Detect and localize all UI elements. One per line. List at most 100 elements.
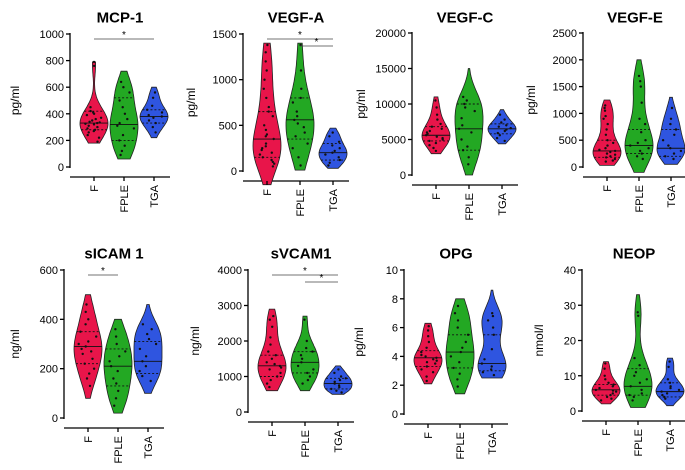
violin-fple	[103, 318, 133, 414]
panel-mcp-1: MCP-1 pg/ml 0 200 400 600 800 1000 F FPLE TGA *	[8, 9, 170, 213]
data-point	[261, 156, 264, 159]
data-point	[434, 149, 438, 153]
data-point	[335, 389, 338, 392]
data-point	[636, 141, 639, 145]
violin-body	[139, 86, 169, 139]
data-point	[606, 139, 609, 142]
data-point	[426, 329, 430, 332]
data-point	[88, 372, 91, 375]
data-point	[308, 375, 312, 378]
data-point	[303, 318, 306, 321]
data-point	[505, 128, 508, 131]
data-point	[481, 371, 485, 374]
violin-f	[413, 322, 443, 385]
data-point	[271, 115, 274, 118]
data-point	[115, 342, 118, 346]
data-point	[609, 393, 612, 397]
data-point	[610, 397, 613, 400]
data-point	[428, 144, 431, 147]
data-point	[434, 362, 437, 365]
data-point	[333, 382, 336, 385]
data-point	[490, 365, 493, 368]
chart-title: VEGF-C	[437, 9, 494, 26]
data-point	[661, 139, 665, 142]
violin-tga	[477, 289, 507, 379]
data-point	[300, 357, 304, 360]
panel-neop: NEOP nmol/l 0 10 20 30 40 F FPLE TGA	[532, 245, 685, 457]
data-point	[296, 122, 299, 125]
violin-tga	[487, 109, 517, 145]
data-point	[89, 106, 92, 109]
data-point	[456, 326, 459, 329]
data-point	[661, 393, 664, 397]
data-point	[456, 378, 459, 381]
chart-title: MCP-1	[97, 9, 144, 26]
data-point	[160, 111, 164, 114]
data-point	[84, 323, 87, 326]
data-point	[603, 106, 606, 110]
data-point	[640, 101, 643, 104]
data-point	[144, 365, 148, 368]
data-point	[92, 367, 96, 370]
data-point	[83, 362, 86, 365]
data-point	[427, 335, 430, 338]
chart-title: sVCAM1	[271, 245, 332, 262]
y-tick-label: 20	[564, 336, 576, 348]
data-point	[497, 125, 500, 128]
data-point	[663, 395, 666, 399]
data-point	[263, 78, 266, 81]
violin-f	[257, 308, 287, 392]
y-tick-label: 10000	[375, 99, 406, 111]
data-point	[439, 122, 442, 126]
data-point	[607, 381, 610, 384]
y-tick-label: 15000	[375, 64, 406, 76]
data-point	[425, 379, 428, 383]
data-point	[86, 133, 89, 137]
data-point	[154, 131, 157, 134]
data-point	[638, 381, 642, 384]
data-point	[435, 113, 439, 116]
data-point	[668, 381, 672, 384]
violin-body	[318, 127, 348, 169]
data-point	[119, 80, 123, 84]
data-point	[333, 371, 336, 375]
data-point	[147, 113, 150, 117]
violin-body	[445, 298, 475, 395]
x-tick-label: F	[83, 436, 95, 443]
data-point	[331, 131, 334, 134]
data-point	[96, 125, 99, 129]
data-point	[123, 112, 127, 116]
x-tick-label: TGA	[487, 431, 499, 454]
data-point	[85, 113, 89, 117]
data-point	[644, 139, 647, 142]
data-point	[265, 133, 269, 136]
data-point	[673, 133, 676, 136]
data-point	[465, 99, 468, 102]
data-point	[299, 96, 302, 100]
data-point	[138, 347, 142, 351]
data-point	[149, 379, 152, 383]
data-point	[640, 392, 643, 395]
data-point	[425, 361, 429, 364]
data-point	[604, 114, 607, 118]
data-point	[602, 117, 605, 121]
data-point	[505, 124, 508, 127]
data-point	[679, 149, 683, 153]
data-point	[457, 127, 461, 130]
data-point	[669, 117, 673, 121]
x-tick-label: FPLE	[300, 430, 312, 458]
data-point	[338, 385, 341, 389]
data-point	[333, 380, 336, 383]
data-point	[85, 303, 88, 306]
data-point	[306, 142, 309, 145]
data-point	[664, 155, 667, 158]
y-tick-label: 0	[570, 406, 576, 418]
data-point	[152, 116, 155, 120]
data-point	[118, 355, 121, 358]
data-point	[291, 101, 295, 104]
data-point	[440, 127, 443, 130]
data-point	[640, 131, 643, 134]
violin-f	[421, 96, 451, 155]
data-point	[270, 158, 273, 162]
data-point	[339, 375, 343, 378]
